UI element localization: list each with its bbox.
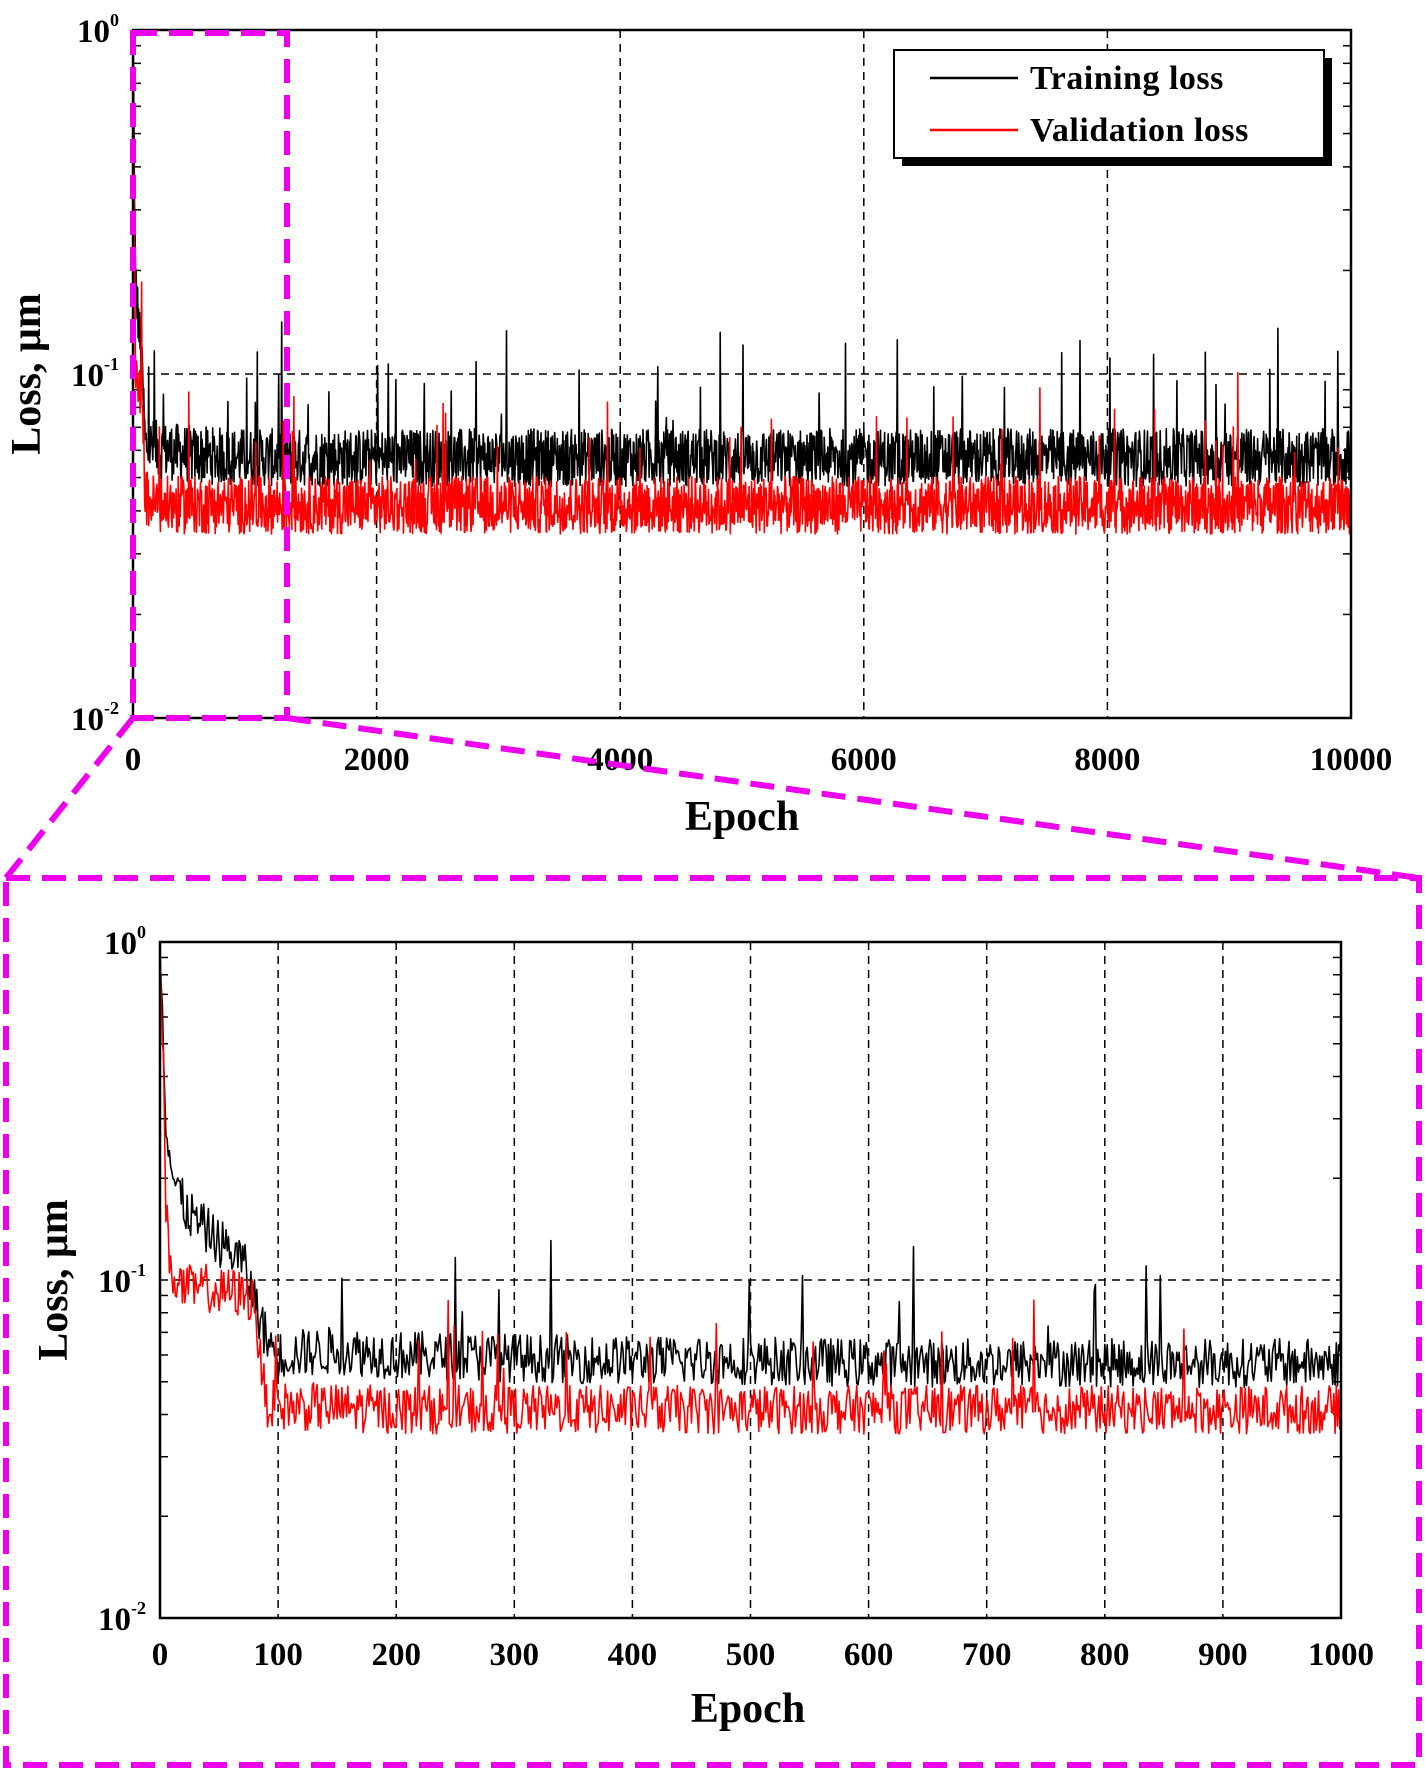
- top-x-tick-labels: 0 2000 4000 6000 8000 10000: [125, 742, 1393, 778]
- top-y-tick-labels: 10-2 10-1 100: [71, 10, 119, 738]
- zoom-connector-right: [286, 715, 1420, 881]
- top-y-tick-label: 100: [77, 10, 119, 50]
- bot-series-line-validation: [159, 949, 1342, 1435]
- legend-label-validation: Validation loss: [1030, 112, 1249, 149]
- zoom-source-box: [130, 30, 290, 721]
- legend-box: [893, 49, 1325, 159]
- bot-x-tick-label: 300: [490, 1637, 540, 1673]
- zoom-indicator: [3, 30, 1422, 1768]
- legend: Training loss Validation loss: [893, 49, 1332, 166]
- top-series-line-training: [132, 29, 1352, 488]
- bot-x-tick-label: 900: [1198, 1637, 1248, 1673]
- top-chart: 0 2000 4000 6000 8000 10000 10-2 10-1 100 Epoch…: [4, 10, 1392, 840]
- bot-x-tick-label: 1000: [1308, 1637, 1374, 1673]
- top-x-tick-label: 0: [125, 742, 142, 778]
- legend-label-training: Training loss: [1030, 60, 1224, 97]
- top-x-axis-label: Epoch: [685, 794, 799, 840]
- bot-x-tick-label: 500: [726, 1637, 776, 1673]
- bot-y-tick-label: 100: [104, 922, 146, 962]
- bot-x-tick-label: 800: [1080, 1637, 1130, 1673]
- top-y-tick-label: 10-2: [71, 698, 119, 738]
- bottom-x-tick-labels: 0 100 200 300 400 500 600 700 800 900 1000: [152, 1637, 1374, 1673]
- top-y-axis-label: Loss, μm: [4, 293, 50, 455]
- top-x-tick-label: 4000: [587, 742, 653, 778]
- bottom-chart: 0 100 200 300 400 500 600 700 800 900 1000 10-210-…: [31, 922, 1374, 1732]
- bot-series-line-training: [159, 951, 1342, 1388]
- zoom-target-box: [3, 875, 1422, 1768]
- bot-x-tick-label: 0: [152, 1637, 169, 1673]
- bot-x-tick-label: 400: [608, 1637, 658, 1673]
- zoom-connector-left: [3, 716, 136, 880]
- bot-x-tick-label: 100: [253, 1637, 303, 1673]
- top-x-tick-label: 6000: [831, 742, 897, 778]
- bottom-y-tick-labels: 10-2 10-1 100: [98, 922, 146, 1638]
- bot-y-tick-label: 10-2: [98, 1598, 146, 1638]
- bot-x-tick-label: 700: [962, 1637, 1012, 1673]
- top-series-line-validation: [132, 29, 1352, 535]
- bottom-y-axis-label: Loss, μm: [31, 1199, 77, 1361]
- bot-y-tick-label: 10-1: [98, 1260, 146, 1300]
- top-series: [132, 29, 1352, 535]
- bot-x-tick-label: 600: [844, 1637, 894, 1673]
- bottom-series: [159, 949, 1342, 1435]
- bottom-grid: [160, 942, 1341, 1618]
- top-y-tick-label: 10-1: [71, 354, 119, 394]
- bot-x-tick-label: 200: [371, 1637, 421, 1673]
- bottom-plot-frame: [158, 940, 1343, 1620]
- top-x-tick-label: 10000: [1310, 742, 1393, 778]
- top-x-tick-label: 8000: [1074, 742, 1140, 778]
- bottom-x-axis-label: Epoch: [691, 1686, 805, 1732]
- top-x-tick-label: 2000: [344, 742, 410, 778]
